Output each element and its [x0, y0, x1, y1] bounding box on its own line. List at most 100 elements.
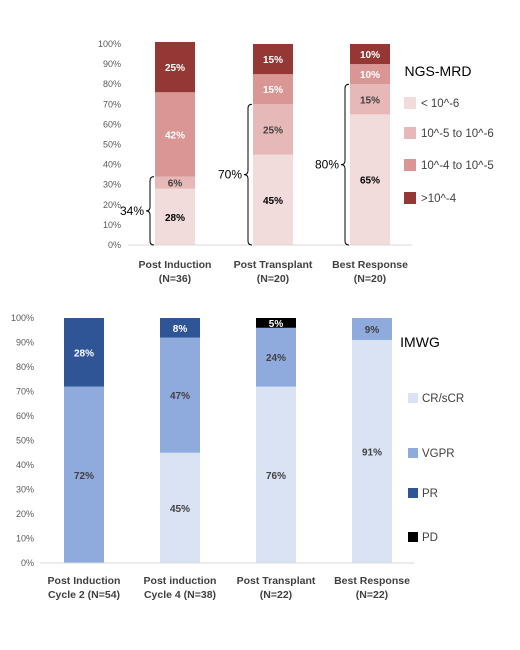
data-label: 28%	[74, 348, 94, 359]
data-label: 9%	[365, 325, 380, 336]
y-tick-label: 20%	[16, 509, 34, 519]
data-label: 42%	[165, 130, 185, 141]
y-tick-label: 40%	[16, 460, 34, 470]
category-label: Cycle 4 (N=38)	[144, 589, 216, 601]
y-tick-label: 90%	[103, 59, 121, 69]
bracket-label: 70%	[218, 168, 242, 182]
bar-segment	[350, 114, 390, 245]
y-tick-label: 70%	[103, 99, 121, 109]
y-tick-label: 60%	[103, 119, 121, 129]
legend-label: CR/sCR	[422, 393, 464, 405]
y-tick-label: 10%	[103, 220, 121, 230]
bar-segment	[253, 44, 293, 75]
legend-label: >10^-4	[421, 193, 457, 205]
legend-swatch	[408, 488, 418, 498]
data-label: 24%	[266, 353, 286, 364]
legend-swatch	[408, 393, 418, 403]
y-tick-label: 90%	[16, 338, 34, 348]
bar-segment	[155, 176, 195, 189]
y-tick-label: 30%	[16, 485, 34, 495]
bar-segment	[155, 92, 195, 177]
bracket-label: 80%	[315, 158, 339, 172]
bracket	[340, 83, 350, 246]
bar-segment	[256, 327, 296, 387]
legend-label: 10^-5 to 10^-6	[421, 128, 494, 140]
category-label: Post Induction	[139, 259, 212, 271]
data-label: 15%	[263, 55, 283, 66]
category-label: Best Response	[334, 575, 410, 587]
data-label: 72%	[74, 471, 94, 482]
data-label: 25%	[165, 63, 185, 74]
y-tick-label: 0%	[108, 240, 121, 250]
data-label: 65%	[360, 176, 380, 187]
bar-segment	[350, 44, 390, 65]
category-label: Post Transplant	[234, 259, 313, 271]
legend-swatch	[404, 159, 416, 171]
bar-segment	[64, 318, 104, 387]
y-tick-label: 100%	[98, 39, 121, 49]
bracket	[243, 103, 253, 246]
y-tick-label: 30%	[103, 180, 121, 190]
category-label: (N=20)	[257, 273, 289, 285]
bar-segment	[155, 188, 195, 245]
category-label: Best Response	[332, 259, 408, 271]
bar-segment	[350, 84, 390, 115]
bar-segment	[256, 386, 296, 563]
y-tick-label: 40%	[103, 160, 121, 170]
bar-segment	[155, 41, 195, 93]
legend-label: PD	[422, 532, 438, 544]
bar-segment	[253, 104, 293, 155]
data-label: 91%	[362, 448, 382, 459]
legend-label: < 10^-6	[421, 98, 459, 110]
data-label: 45%	[170, 504, 190, 515]
bar-segment	[160, 337, 200, 453]
data-label: 76%	[266, 471, 286, 482]
data-label: 45%	[263, 196, 283, 207]
legend-swatch	[408, 448, 418, 458]
y-tick-label: 20%	[103, 200, 121, 210]
bar-segment	[160, 452, 200, 563]
legend-title: IMWG	[400, 334, 440, 350]
y-tick-label: 60%	[16, 411, 34, 421]
y-tick-label: 80%	[16, 362, 34, 372]
category-label: Post Transplant	[237, 575, 316, 587]
bar-segment	[64, 386, 104, 563]
category-label: (N=36)	[159, 273, 191, 285]
category-label: (N=20)	[354, 273, 386, 285]
bar-segment	[352, 318, 392, 341]
data-label: 15%	[263, 85, 283, 96]
legend-title: NGS-MRD	[405, 63, 472, 79]
data-label: 25%	[263, 125, 283, 136]
y-tick-label: 10%	[16, 534, 34, 544]
legend-swatch	[408, 532, 418, 542]
legend-swatch	[404, 97, 416, 109]
y-tick-label: 100%	[11, 313, 34, 323]
data-label: 10%	[360, 70, 380, 81]
legend-swatch	[404, 192, 416, 204]
data-label: 5%	[269, 319, 284, 330]
category-label: Post induction	[144, 575, 217, 587]
legend-label: 10^-4 to 10^-5	[421, 160, 494, 172]
category-label: (N=22)	[356, 589, 388, 601]
bar-segment	[350, 64, 390, 85]
category-label: Post Induction	[48, 575, 121, 587]
y-tick-label: 0%	[21, 558, 34, 568]
bar-segment	[160, 318, 200, 338]
y-tick-label: 50%	[16, 436, 34, 446]
y-tick-label: 70%	[16, 387, 34, 397]
legend-label: VGPR	[422, 448, 455, 460]
bracket-label: 34%	[120, 204, 144, 218]
data-label: 6%	[168, 179, 183, 190]
data-label: 8%	[173, 324, 188, 335]
legend-label: PR	[422, 488, 438, 500]
bar-segment	[253, 154, 293, 245]
data-label: 28%	[165, 213, 185, 224]
y-tick-label: 50%	[103, 140, 121, 150]
data-label: 47%	[170, 391, 190, 402]
data-label: 15%	[360, 95, 380, 106]
bar-segment	[256, 318, 296, 328]
category-label: (N=22)	[260, 589, 292, 601]
bracket	[145, 176, 155, 246]
category-label: Cycle 2 (N=54)	[48, 589, 120, 601]
